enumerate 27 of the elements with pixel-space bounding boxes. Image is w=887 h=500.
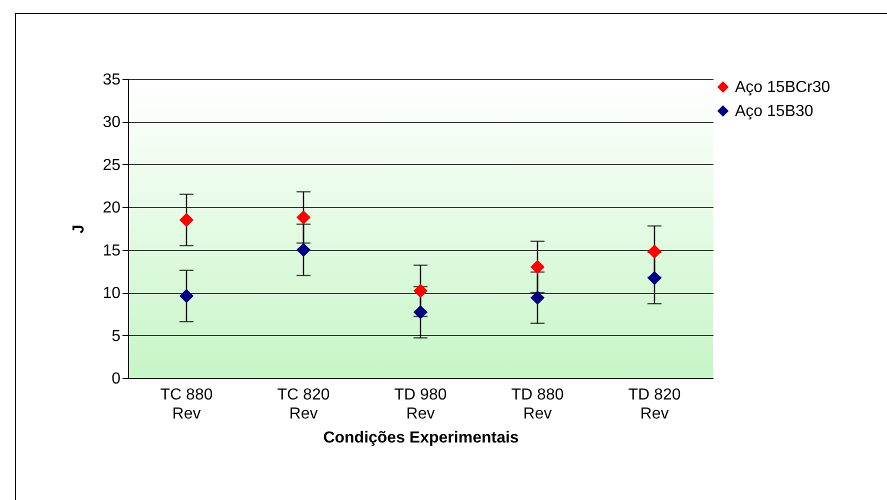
point xyxy=(296,210,311,224)
y-tick-label: 30 xyxy=(102,114,121,132)
x-tick-label: TC 880 Rev xyxy=(160,386,213,422)
point xyxy=(413,305,428,320)
point xyxy=(413,284,428,298)
x-tick-label: TD 980 Rev xyxy=(394,386,447,422)
point xyxy=(530,260,545,274)
y-tick-label: 5 xyxy=(112,328,121,345)
y-tick-label: 25 xyxy=(102,156,121,174)
point xyxy=(647,270,662,286)
point xyxy=(296,242,311,257)
legend-label: Aço 15B30 xyxy=(735,103,814,120)
point xyxy=(530,290,545,305)
y-tick-label: 10 xyxy=(102,285,121,302)
y-tick-label: 0 xyxy=(112,370,121,388)
y-tick-label: 35 xyxy=(102,72,121,88)
y-axis-title: J xyxy=(70,224,88,234)
x-tick-label: TD 880 Rev xyxy=(511,386,564,422)
y-tick-label: 15 xyxy=(102,242,121,260)
x-axis-title: Condições Experimentais xyxy=(323,430,519,446)
x-tick-label: TD 820 Rev xyxy=(628,386,681,422)
point xyxy=(647,244,662,259)
legend-label: Aço 15BCr30 xyxy=(735,79,830,96)
x-tick-label: TC 820 Rev xyxy=(277,386,330,422)
point xyxy=(179,288,194,304)
y-tick-label: 20 xyxy=(102,200,121,217)
point xyxy=(179,212,194,228)
